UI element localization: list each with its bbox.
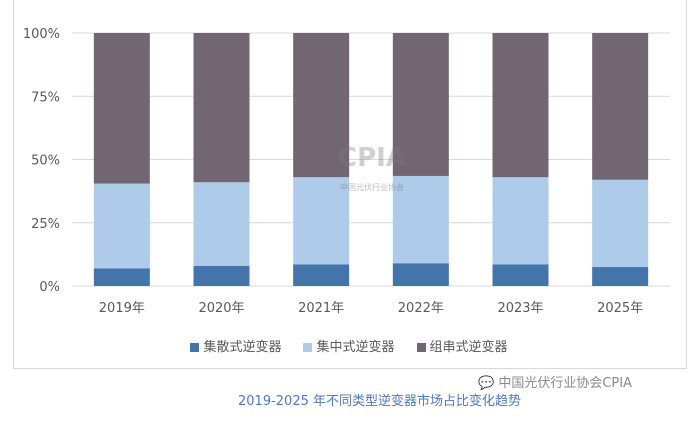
legend-item-0: 集散式逆变器 (190, 336, 281, 355)
x-tick-label: 2025年 (597, 301, 643, 316)
bar-segment (592, 267, 649, 286)
bar-segment (492, 264, 549, 286)
bar-segment (392, 263, 449, 286)
y-tick-label: 0% (39, 280, 60, 295)
source-label: 💬 中国光伏行业协会CPIA (478, 376, 632, 391)
stacked-bar-chart: 0% 25% 50% 75% 100% 2019年 2020年 2021年 2022年 2023年… (23, 27, 670, 316)
y-tick-label: 50% (31, 154, 60, 169)
wechat-icon: 💬 (478, 376, 495, 391)
bar-segment (392, 175, 449, 264)
chart-caption: 2019-2025 年不同类型逆变器市场占比变化趋势 (238, 394, 521, 409)
bar-segment (592, 179, 649, 268)
bar-segment (492, 177, 549, 265)
bar-segment (193, 265, 250, 286)
x-tick-label: 2023年 (497, 301, 543, 316)
legend: 集散式逆变器 集中式逆变器 组串式逆变器 (0, 336, 698, 355)
bar-segment (293, 264, 350, 286)
bar-segment (392, 33, 449, 176)
x-tick-label: 2022年 (398, 301, 444, 316)
bar-segment (293, 33, 350, 178)
x-tick-label: 2020年 (198, 301, 244, 316)
x-tick-label: 2019年 (99, 301, 145, 316)
watermark-logo: CPIA (338, 143, 406, 173)
bar-segment (93, 33, 150, 184)
bar-segment (293, 177, 350, 265)
bar-segment (93, 183, 150, 269)
y-tick-label: 100% (23, 27, 60, 42)
legend-item-2: 组串式逆变器 (416, 336, 508, 355)
watermark-text: 中国光伏行业协会 (340, 183, 404, 192)
y-tick-label: 25% (31, 217, 60, 232)
bar-segment (93, 268, 150, 286)
bar-segment (592, 33, 649, 180)
legend-item-1: 集中式逆变器 (303, 336, 395, 355)
bar-segment (492, 33, 549, 178)
y-tick-label: 75% (31, 90, 60, 105)
bar-segment (193, 182, 250, 266)
chart-frame (13, 0, 687, 369)
bar-segment (193, 33, 250, 183)
x-tick-label: 2021年 (298, 301, 344, 316)
